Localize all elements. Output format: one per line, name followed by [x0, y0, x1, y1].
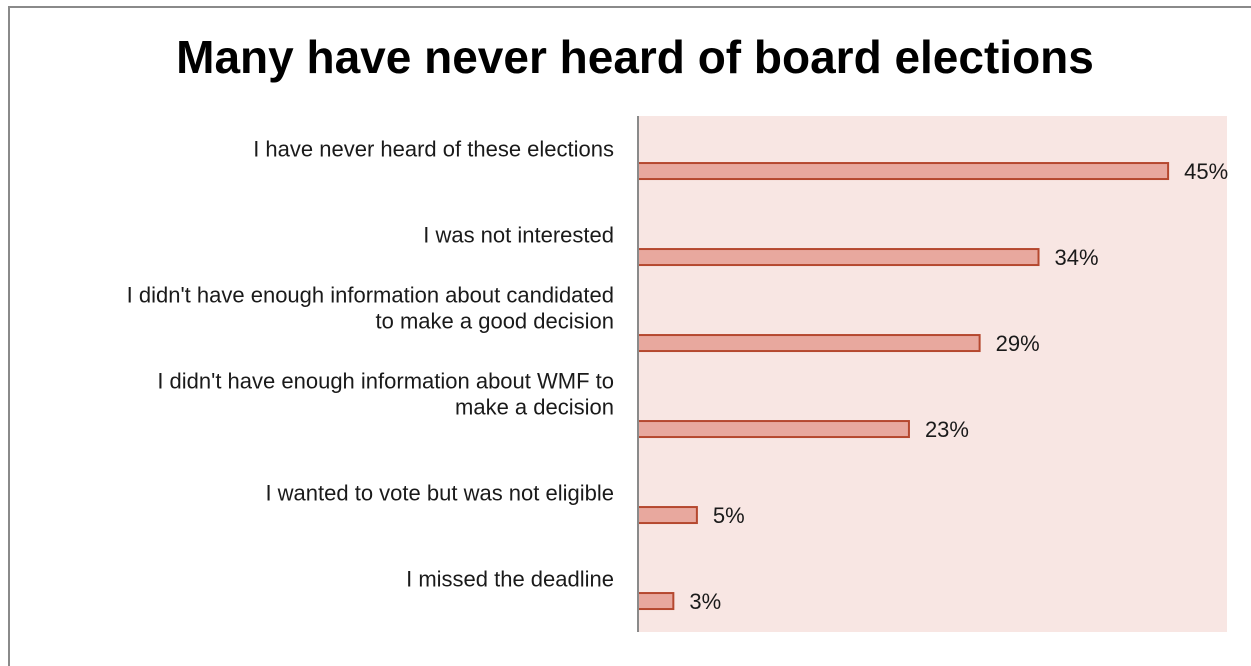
- value-label-6: 3%: [689, 589, 721, 614]
- category-label-6: I missed the deadline: [406, 567, 614, 592]
- bar-5: [637, 506, 698, 525]
- category-label-3-line-2: to make a good decision: [376, 309, 615, 334]
- bar-1: [637, 162, 1170, 181]
- category-label-4-line-1: I didn't have enough information about W…: [157, 369, 614, 394]
- category-label-3-line-1: I didn't have enough information about c…: [127, 283, 614, 308]
- category-label-2: I was not interested: [423, 223, 614, 248]
- category-label-1: I have never heard of these elections: [253, 137, 614, 162]
- plot-background: [638, 116, 1227, 632]
- value-label-5: 5%: [713, 503, 745, 528]
- value-label-2: 34%: [1055, 245, 1099, 270]
- value-label-4: 23%: [925, 417, 969, 442]
- value-label-3: 29%: [996, 331, 1040, 356]
- bar-2: [637, 248, 1040, 267]
- bar-6: [637, 592, 675, 611]
- bar-4: [637, 420, 910, 439]
- bar-3: [637, 334, 981, 353]
- category-label-5: I wanted to vote but was not eligible: [265, 481, 614, 506]
- value-label-1: 45%: [1184, 159, 1228, 184]
- chart-title: Many have never heard of board elections: [176, 31, 1094, 83]
- chart-frame: [8, 6, 1251, 666]
- category-label-4-line-2: make a decision: [455, 395, 614, 420]
